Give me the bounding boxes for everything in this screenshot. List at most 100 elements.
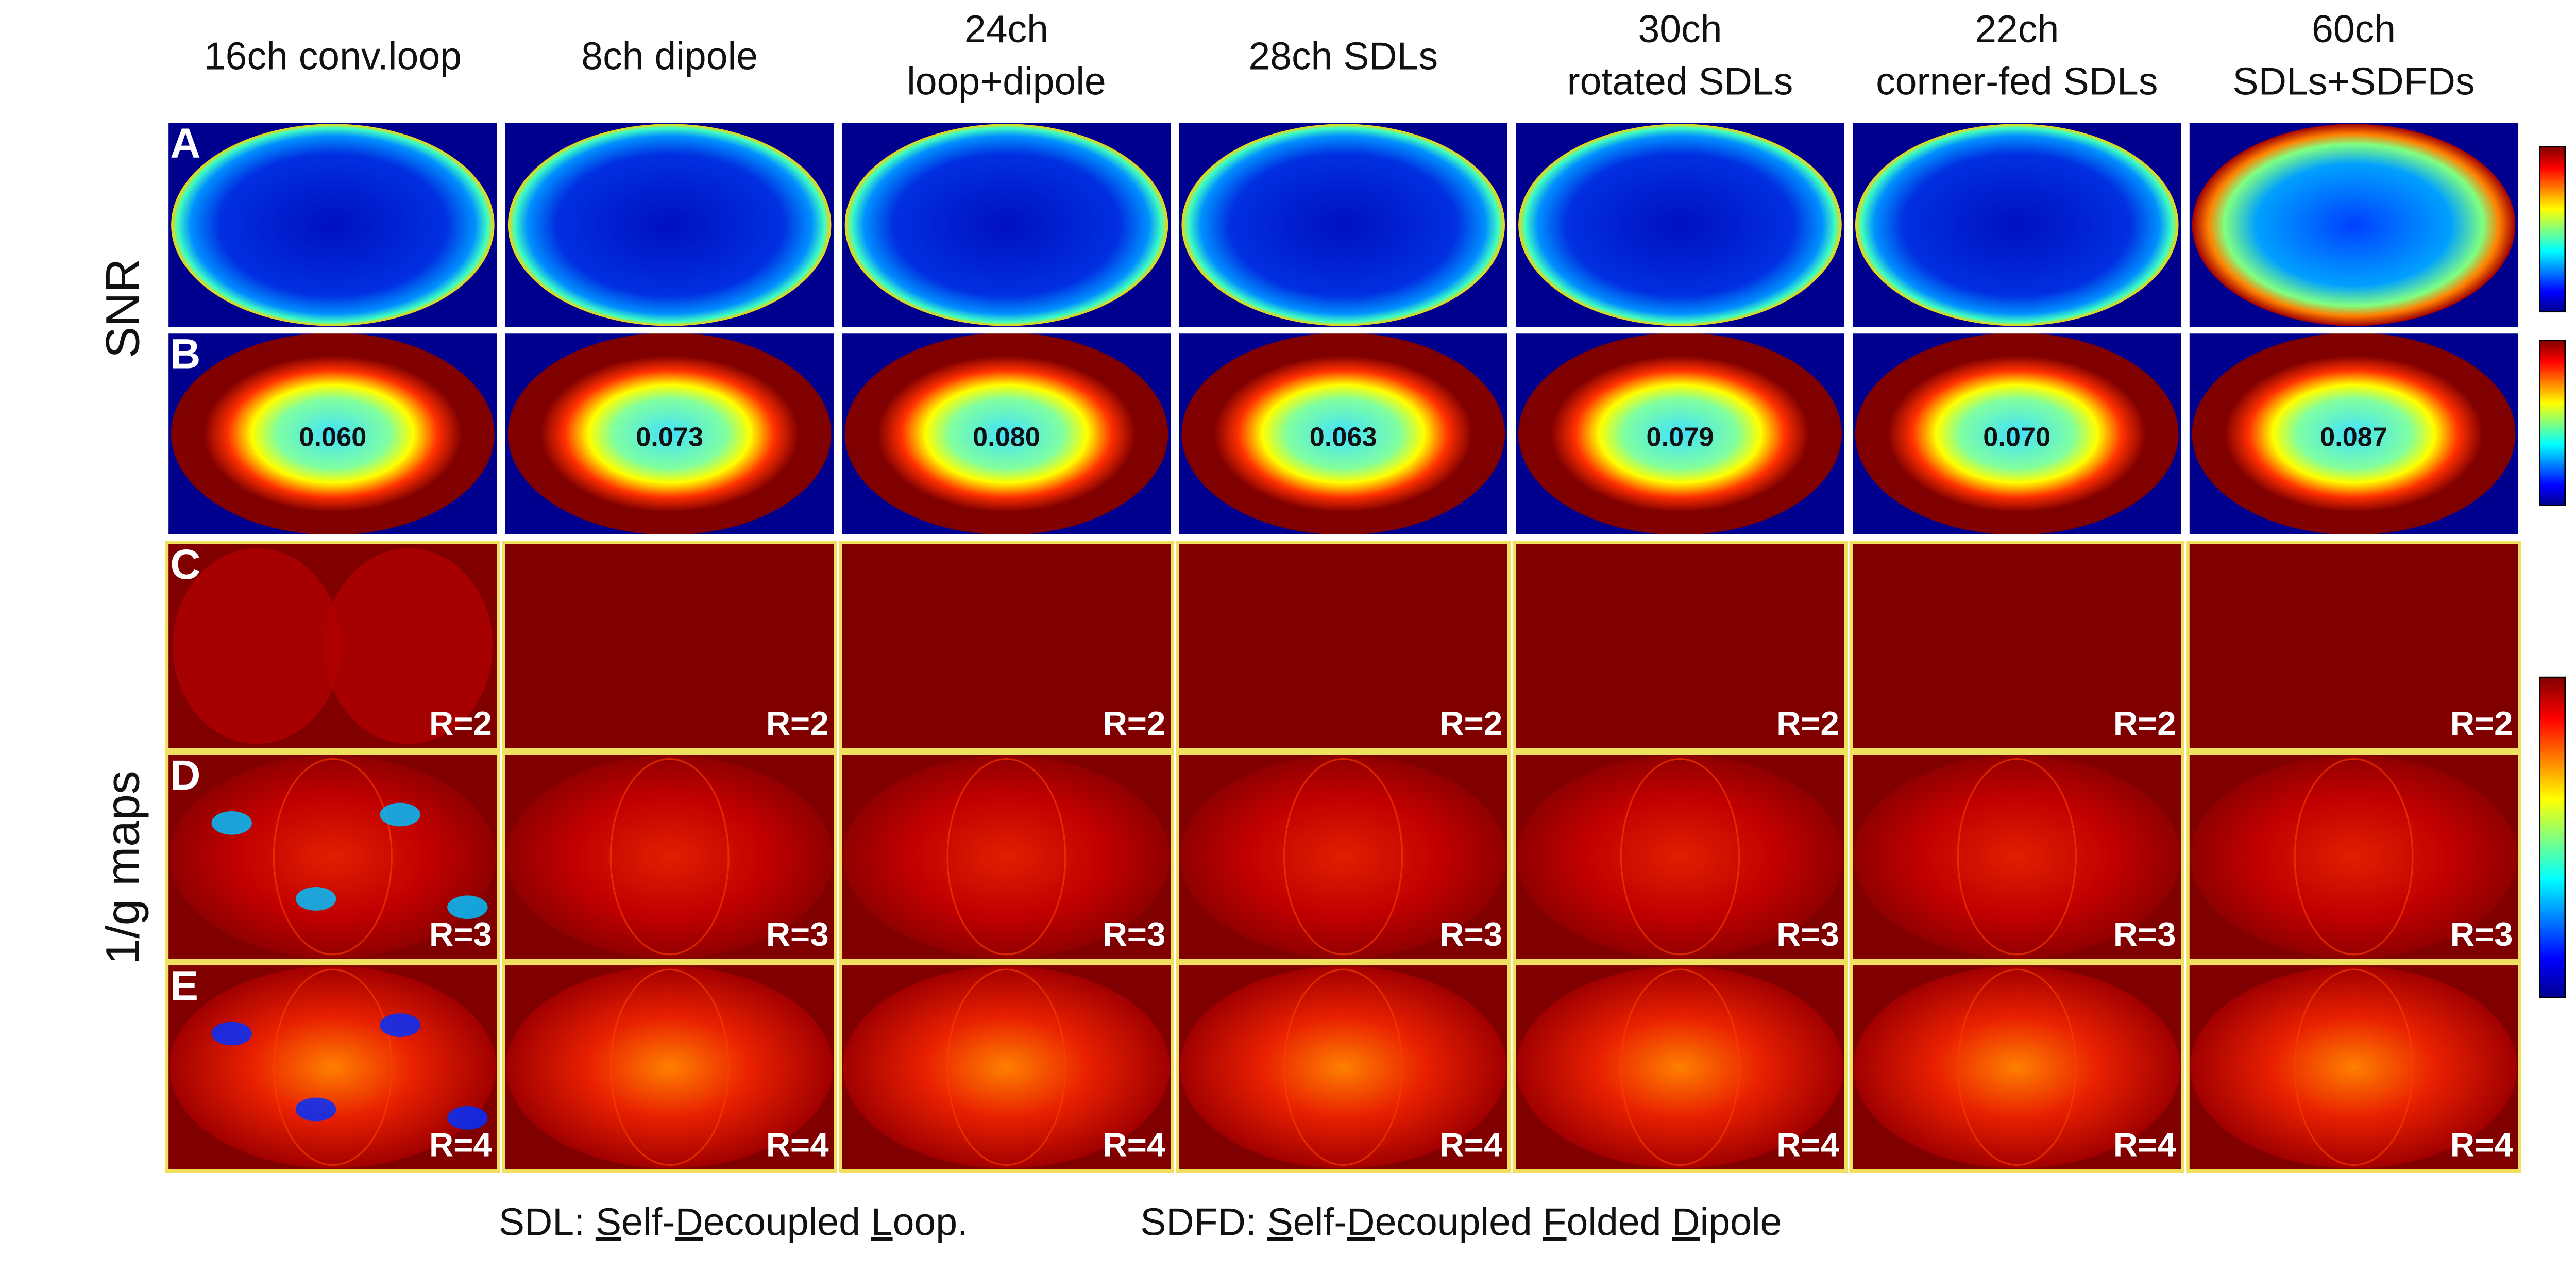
g-map [169,966,496,1168]
map-cell [502,962,837,1173]
g-map-fold [946,968,1066,1166]
g-map [2190,966,2517,1168]
acceleration-factor: R=2 [429,705,492,742]
acceleration-factor: R=2 [2450,705,2513,742]
map-cell [1512,962,1848,1173]
footnote-part: elf- [1293,1200,1347,1243]
g-map [1180,756,1507,958]
map-cell [2186,120,2521,330]
column-header: 8ch dipole [581,34,758,77]
g-map-low [211,1022,252,1046]
footnote-part: F [1543,1200,1567,1243]
map-cell [2186,962,2521,1173]
g-map-fold [1283,758,1403,956]
footnote-part: ecoupled [1375,1200,1543,1243]
colorbar [2539,340,2566,506]
cell-border [1175,962,1511,1173]
map-cell [839,962,1174,1173]
g-map [506,966,833,1168]
map-cell [839,120,1174,330]
cell-background [840,542,1173,750]
footnote-part: ipole [1700,1200,1782,1243]
row-letter: B [170,331,200,378]
cell-background [503,542,836,750]
cell-border [165,120,501,330]
cell-border [2186,751,2521,962]
map-cell [502,120,837,330]
g-map-low [447,895,488,919]
footnote-part: SDFD: [1140,1200,1267,1243]
g-map [1853,756,2180,958]
g-map [1516,966,1844,1168]
map-cell [1849,120,2185,330]
g-map [1516,756,1844,958]
map-cell [1175,330,1511,538]
cell-background [2188,542,2520,750]
acceleration-factor: R=4 [2113,1126,2176,1163]
cell-value: 0.070 [1983,422,2050,452]
row-letter: C [170,541,200,588]
g-map [2190,756,2517,958]
snr-map-core [844,336,1168,532]
snr-map [171,124,495,326]
g-map-fold [2294,758,2414,956]
acceleration-factor: R=4 [2450,1126,2513,1163]
acceleration-factor: R=3 [1776,915,1839,953]
g-map-fold [1620,758,1740,956]
map-cell [1175,751,1511,962]
column-header: rotated SDLs [1567,59,1793,103]
map-cell [2186,330,2521,538]
g-map [506,756,833,958]
footnote-part: D [1347,1200,1375,1243]
g-map [169,756,496,958]
cell-border [1849,751,2185,962]
g-map-low [295,1097,336,1122]
g-map-fold [609,758,730,956]
column-header: SDLs+SDFDs [2233,59,2475,103]
map-cell [1849,962,2185,1173]
snr-map [1855,124,2179,326]
snr-map-core [1181,336,1505,532]
g-map [324,548,493,744]
map-cell [1849,751,2185,962]
cell-border [2186,330,2521,538]
cell-border [2186,120,2521,330]
cell-border [839,120,1174,330]
cell-border [1175,541,1511,751]
footnote-part: elf- [621,1200,675,1243]
map-cell [839,751,1174,962]
snr-map [1518,124,1842,326]
cell-border [502,541,837,751]
cell-border [1512,751,1848,962]
g-map-fold [946,758,1066,956]
cell-border [1512,962,1848,1173]
map-cell [502,330,837,538]
footnote: SDL: Self-Decoupled Loop. [499,1200,968,1243]
g-map [173,548,342,744]
map-cell [502,751,837,962]
map-cell [1512,120,1848,330]
cell-border [839,751,1174,962]
cell-border [502,330,837,538]
column-header: 28ch SDLs [1248,34,1438,77]
column-header: 16ch conv.loop [204,34,462,77]
cell-border [839,962,1174,1173]
acceleration-factor: R=3 [429,915,492,953]
map-cell [2186,541,2521,751]
acceleration-factor: R=3 [766,915,829,953]
cell-border [839,330,1174,538]
acceleration-factor: R=4 [1439,1126,1502,1163]
cell-border [502,962,837,1173]
acceleration-factor: R=2 [1103,705,1166,742]
map-cell [1175,541,1511,751]
map-cell [165,962,501,1173]
cell-value: 0.087 [2320,422,2387,452]
map-cell [1175,120,1511,330]
footnote-part: SDL: [499,1200,596,1243]
acceleration-factor: R=3 [1439,915,1502,953]
cell-border [165,751,501,962]
footnote-part: oop. [893,1200,968,1243]
map-cell [165,330,501,538]
cell-border [1849,962,2185,1173]
g-map-fold [609,968,730,1166]
